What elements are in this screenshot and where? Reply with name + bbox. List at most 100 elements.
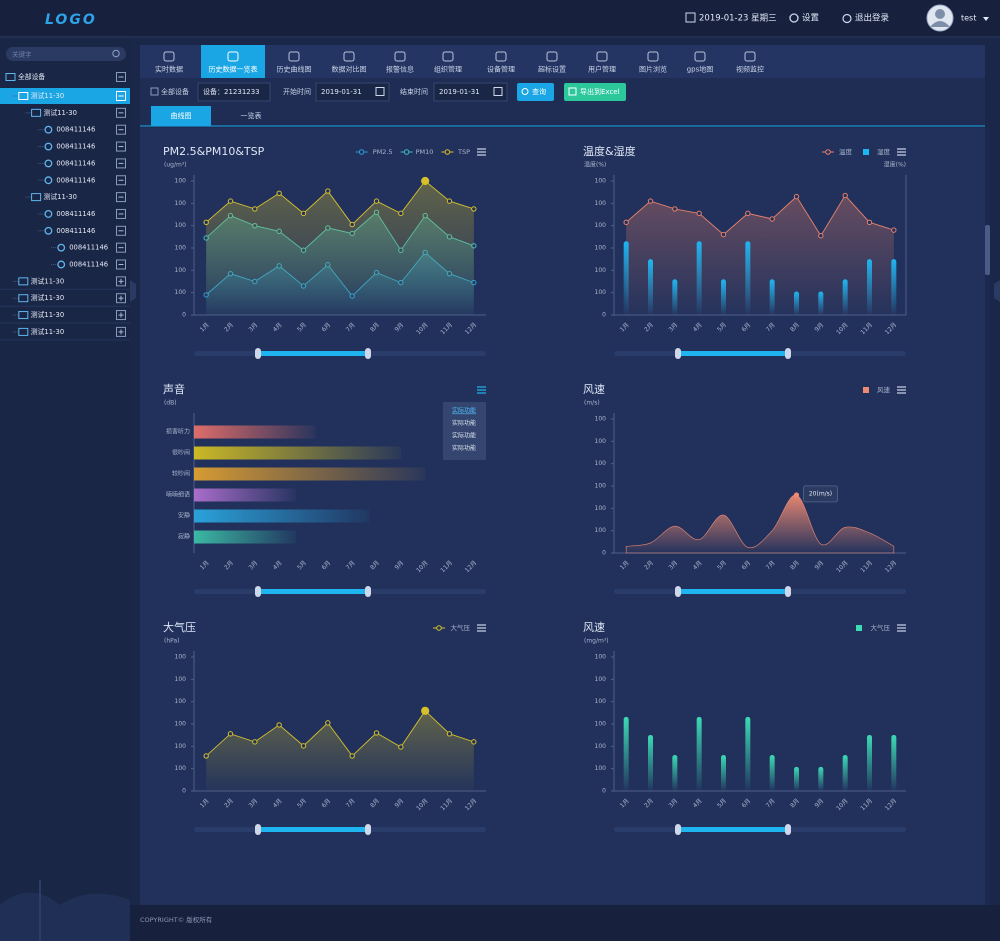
tree-toggle[interactable] (116, 276, 126, 287)
nav-tab[interactable]: 设备管理 (487, 65, 515, 74)
search-box[interactable] (6, 47, 126, 61)
tree-toggle[interactable] (116, 124, 126, 135)
zoom-handle[interactable] (785, 348, 791, 359)
nav-tab[interactable]: 用户管理 (588, 65, 616, 74)
nav-tab[interactable]: 历史数据一览表 (209, 65, 258, 74)
grid-icon (150, 87, 159, 96)
bar (769, 279, 775, 315)
bar (818, 291, 824, 315)
y-tick-label: 0 (182, 788, 186, 795)
tree-node[interactable]: 008411146 (56, 227, 95, 235)
menu-item[interactable]: 实际功能 (452, 432, 476, 440)
axis-unit: (dB) (164, 400, 177, 407)
tree-toggle[interactable] (116, 141, 126, 152)
tree-node[interactable]: 测试11-30 (44, 108, 77, 117)
tree-toggle[interactable] (116, 72, 126, 82)
menu-item[interactable]: 实际功能 (452, 407, 476, 415)
tree-toggle[interactable] (116, 208, 126, 219)
user-caret[interactable] (983, 17, 989, 21)
zoom-handle[interactable] (255, 824, 261, 835)
tree-toggle[interactable] (116, 192, 126, 203)
group-icon (31, 193, 42, 202)
tree-toggle[interactable] (116, 310, 126, 321)
filter-all[interactable]: 全部设备 (161, 87, 189, 96)
nav-tab[interactable]: 图片浏览 (639, 65, 667, 74)
zoom-handle[interactable] (675, 824, 681, 835)
nav-tab[interactable]: 报警信息 (386, 65, 414, 74)
tree-node[interactable]: 008411146 (69, 261, 108, 269)
nav-tab[interactable]: 组织管理 (434, 65, 462, 74)
tree-node[interactable]: 008411146 (56, 143, 95, 151)
point (647, 198, 654, 204)
logout-link[interactable]: 退出登录 (855, 13, 890, 24)
settings-link[interactable]: 设置 (802, 13, 820, 24)
tree-node[interactable]: 008411146 (69, 244, 108, 252)
right-handle[interactable] (994, 280, 1000, 302)
tree-node[interactable]: 008411146 (56, 159, 95, 167)
zoom-handle[interactable] (675, 348, 681, 359)
nav-tab[interactable]: 超标设置 (538, 65, 566, 74)
view-tab[interactable]: 曲线图 (171, 111, 192, 120)
tree-node[interactable]: 测试11-30 (31, 310, 64, 319)
view-tab[interactable]: 一览表 (241, 111, 262, 120)
tree-node[interactable]: 测试11-30 (31, 327, 64, 336)
nav-tab[interactable]: 实时数据 (155, 65, 183, 74)
tree-toggle[interactable] (116, 242, 126, 253)
tree-node[interactable]: 008411146 (56, 126, 95, 134)
bar (696, 716, 702, 791)
tree-toggle[interactable] (116, 293, 126, 304)
tree-node[interactable]: 测试11-30 (31, 276, 64, 285)
zoom-handle[interactable] (255, 348, 261, 359)
nav-icon (163, 51, 175, 62)
device-input-box[interactable] (197, 82, 271, 102)
zoom-handle[interactable] (255, 586, 261, 597)
tree-toggle[interactable] (116, 158, 126, 169)
point (471, 739, 477, 745)
tree-toggle[interactable] (116, 326, 126, 337)
y-tick-label: 100 (595, 721, 607, 728)
end-date-box[interactable] (433, 82, 508, 102)
tree-toggle[interactable] (116, 91, 126, 101)
export-button[interactable] (564, 83, 626, 101)
point (446, 198, 453, 204)
tree-toggle[interactable] (116, 107, 126, 118)
zoom-handle[interactable] (365, 586, 371, 597)
start-date-box[interactable] (315, 82, 390, 102)
tree-node[interactable]: 008411146 (56, 210, 95, 218)
x-tick-label: 4月 (692, 798, 704, 810)
sidebar-collapse[interactable] (130, 280, 136, 302)
legend-marker (856, 625, 862, 631)
tree-node[interactable]: 全部设备 (18, 72, 45, 81)
nav-tab[interactable]: 历史曲线图 (277, 65, 312, 74)
zoom-handle[interactable] (675, 586, 681, 597)
tree-node[interactable]: 008411146 (56, 176, 95, 184)
zoom-handle[interactable] (785, 586, 791, 597)
x-tick-label: 3月 (247, 798, 259, 810)
tree-toggle[interactable] (116, 259, 126, 270)
tree-node[interactable]: 测试11-30 (31, 91, 64, 100)
point (276, 190, 282, 196)
point (300, 743, 307, 749)
nav-tab[interactable]: 数据对比图 (332, 65, 367, 74)
zoom-handle[interactable] (785, 824, 791, 835)
tree-node[interactable]: 测试11-30 (31, 293, 64, 302)
tree-node[interactable]: 测试11-30 (44, 192, 77, 201)
line (205, 180, 474, 226)
nav-tab[interactable]: 视频监控 (736, 65, 764, 74)
zoom-handle[interactable] (365, 824, 371, 835)
query-button[interactable] (517, 83, 554, 101)
user-name[interactable]: test (961, 14, 976, 23)
point (227, 731, 234, 737)
nav-tab[interactable]: gps地图 (687, 65, 714, 74)
y-tick-label: 100 (595, 222, 607, 229)
y-tick-label: 100 (595, 676, 607, 683)
x-tick-label: 6月 (740, 322, 752, 334)
x-tick-label: 3月 (247, 322, 259, 334)
menu-item[interactable]: 实际功能 (452, 419, 476, 427)
tree-toggle[interactable] (116, 175, 126, 186)
zoom-handle[interactable] (365, 348, 371, 359)
menu-item[interactable]: 实际功能 (452, 444, 476, 452)
tree-toggle[interactable] (116, 225, 126, 236)
tooltip-text: 20(m/s) (809, 490, 832, 497)
